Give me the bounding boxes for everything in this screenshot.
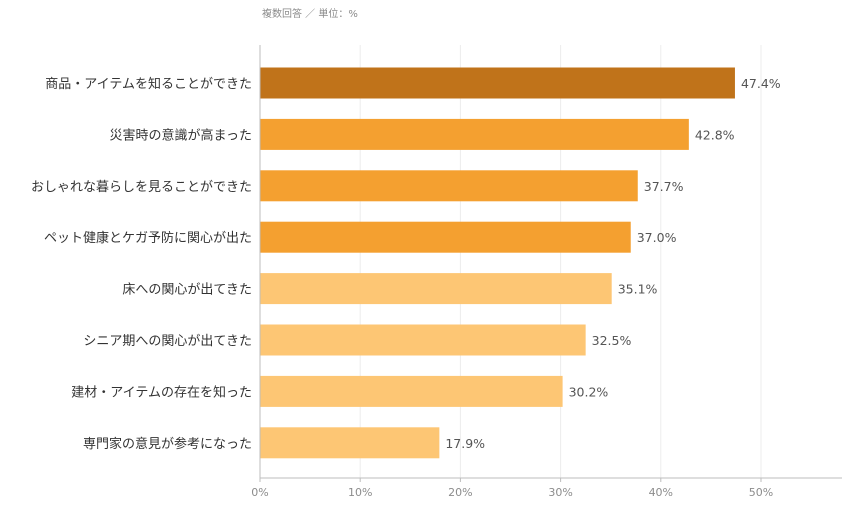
bar bbox=[260, 427, 440, 459]
category-label: 建材・アイテムの存在を知った bbox=[71, 384, 252, 400]
bar bbox=[260, 324, 586, 356]
bar bbox=[260, 67, 735, 99]
bar bbox=[260, 273, 612, 305]
value-label: 42.8% bbox=[695, 127, 735, 142]
value-labels: 47.4% 42.8% 37.7% 37.0% 35.1% 32.5% 30.2% 17.9% bbox=[445, 76, 780, 451]
category-label: 床への関心が出てきた bbox=[122, 283, 252, 298]
bar bbox=[260, 375, 563, 407]
category-label: 専門家の意見が参考になった bbox=[83, 436, 252, 452]
category-label: おしゃれな暮らしを見ることができた bbox=[31, 180, 252, 195]
grid-lines bbox=[359, 45, 762, 478]
x-tick-label: 20% bbox=[448, 486, 472, 499]
value-label: 17.9% bbox=[445, 436, 485, 451]
category-label: 災害時の意識が高まった bbox=[110, 127, 252, 143]
bar bbox=[260, 221, 631, 253]
value-label: 35.1% bbox=[618, 282, 658, 297]
value-label: 32.5% bbox=[592, 333, 632, 348]
value-label: 47.4% bbox=[741, 76, 781, 91]
x-tick-label: 10% bbox=[348, 486, 372, 499]
x-tick-label: 40% bbox=[649, 486, 673, 499]
value-label: 37.7% bbox=[644, 179, 684, 194]
bar bbox=[260, 118, 689, 150]
bar bbox=[260, 170, 638, 202]
category-labels: 商品・アイテムを知ることができた災害時の意識が高まったおしゃれな暮らしを見ること… bbox=[31, 76, 252, 452]
value-label: 37.0% bbox=[637, 230, 677, 245]
x-tick-label: 50% bbox=[749, 486, 773, 499]
category-label: ペット健康とケガ予防に関心が出た bbox=[44, 230, 252, 246]
chart-note: 複数回答 ／ 単位：% bbox=[262, 9, 358, 20]
bars bbox=[260, 67, 735, 459]
x-tick-label: 0% bbox=[251, 486, 268, 499]
value-label: 30.2% bbox=[569, 384, 609, 399]
category-label: シニア期への関心が出てきた bbox=[83, 334, 252, 349]
category-label: 商品・アイテムを知ることができた bbox=[45, 76, 252, 92]
x-tick-label: 30% bbox=[548, 486, 572, 499]
x-axis: 0% 10% 20% 30% 40% 50% bbox=[251, 45, 842, 499]
